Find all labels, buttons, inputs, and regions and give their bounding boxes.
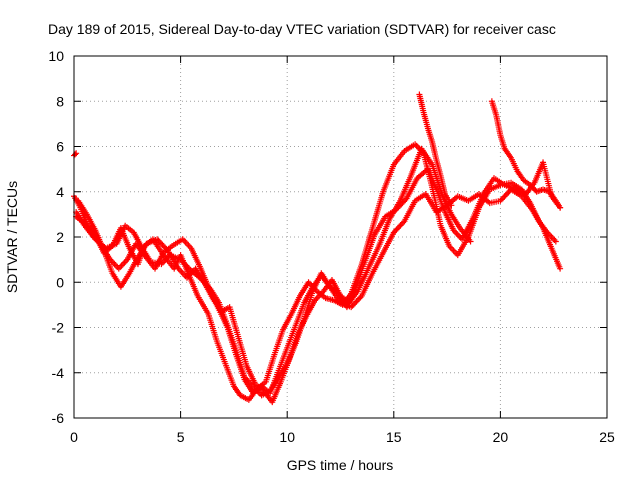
chart-title: Day 189 of 2015, Sidereal Day-to-day VTE… <box>48 21 556 37</box>
y-tick-label: 4 <box>56 184 64 200</box>
data-point <box>467 238 474 245</box>
x-tick-label: 25 <box>599 429 615 445</box>
x-tick-label: 10 <box>279 429 295 445</box>
y-tick-label: 2 <box>56 229 64 245</box>
y-tick-label: -2 <box>52 320 65 336</box>
data-point <box>448 202 455 209</box>
data-point <box>557 265 564 272</box>
y-tick-label: 6 <box>56 139 64 155</box>
series-arc-5 <box>416 91 455 209</box>
x-axis-label: GPS time / hours <box>287 457 394 473</box>
y-tick-label: 8 <box>56 93 64 109</box>
data-point <box>72 151 79 158</box>
data-point <box>552 238 559 245</box>
y-tick-label: 10 <box>48 48 64 64</box>
y-axis-label: SDTVAR / TECUs <box>4 181 20 293</box>
y-tick-label: 0 <box>56 274 64 290</box>
x-tick-label: 15 <box>386 429 402 445</box>
x-tick-label: 20 <box>493 429 509 445</box>
data-points <box>71 91 564 406</box>
x-tick-label: 5 <box>177 429 185 445</box>
data-point <box>557 204 564 211</box>
series-arc-6 <box>488 98 564 211</box>
axis-ticks: 0 5 10 15 20 25 -6 -4 -2 0 2 4 6 8 10 <box>48 48 615 445</box>
x-tick-label: 0 <box>70 429 78 445</box>
series-arc-4 <box>73 186 564 399</box>
y-tick-label: -4 <box>52 365 65 381</box>
y-tick-label: -6 <box>52 410 65 426</box>
